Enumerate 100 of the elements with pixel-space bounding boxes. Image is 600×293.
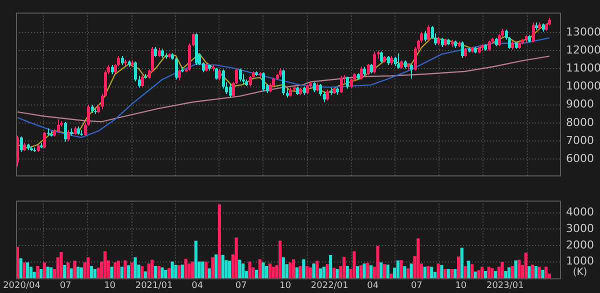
bar <box>531 264 534 278</box>
bar <box>446 269 450 278</box>
bar <box>73 260 76 278</box>
bar <box>386 264 390 278</box>
bar <box>329 255 332 278</box>
bar <box>494 271 498 278</box>
candlestick <box>370 64 373 74</box>
bar <box>316 260 319 278</box>
bar <box>184 258 188 278</box>
candlestick <box>249 75 252 86</box>
candlestick <box>158 47 161 58</box>
bar <box>160 267 164 278</box>
bar <box>366 262 370 278</box>
bar <box>90 266 94 278</box>
bar <box>403 266 406 278</box>
candlestick <box>218 68 221 81</box>
candlestick <box>313 82 316 93</box>
bar <box>63 264 66 278</box>
bar <box>154 266 158 278</box>
bar <box>268 263 272 278</box>
x-tick-label: 10 <box>455 280 467 291</box>
bar <box>190 262 194 278</box>
bar <box>26 262 30 278</box>
candlestick <box>326 88 329 101</box>
bar <box>464 266 467 278</box>
bar <box>352 251 356 278</box>
bar <box>400 260 403 278</box>
candlestick <box>390 56 393 66</box>
x-tick-label: 2022/01 <box>310 280 348 291</box>
bar <box>258 259 262 278</box>
bar <box>228 260 232 278</box>
bar <box>39 269 43 278</box>
bar <box>356 266 360 278</box>
bar <box>238 260 242 278</box>
bar <box>500 262 504 278</box>
bar <box>454 269 457 278</box>
x-tick-label: 10 <box>104 280 116 291</box>
candlestick <box>306 84 309 94</box>
bar <box>150 260 154 278</box>
bar <box>514 260 518 278</box>
bar <box>544 266 548 278</box>
candlestick <box>323 90 326 103</box>
bar <box>60 252 63 278</box>
candlestick <box>161 48 164 58</box>
bar <box>396 260 400 278</box>
bar <box>36 266 40 278</box>
candlestick <box>111 64 114 75</box>
y-tick-label: 13000 <box>566 25 600 38</box>
bar <box>103 251 107 278</box>
bar <box>416 238 420 278</box>
bar <box>490 268 494 278</box>
bar <box>208 268 211 278</box>
y-tick-label: 10000 <box>566 80 600 93</box>
candlestick <box>67 130 70 142</box>
bar <box>204 262 208 278</box>
bar <box>254 270 258 278</box>
bar <box>93 269 96 278</box>
bar <box>336 269 339 278</box>
bar <box>308 267 312 278</box>
candlestick <box>367 64 370 76</box>
x-tick-label: 2023/01 <box>486 280 524 291</box>
bar <box>116 260 120 278</box>
candlestick <box>394 56 397 66</box>
bar <box>178 265 181 278</box>
bar <box>376 246 380 278</box>
bar <box>234 238 238 278</box>
candlestick <box>319 84 322 96</box>
bar <box>174 264 178 278</box>
bar <box>518 260 521 278</box>
bar <box>484 271 487 278</box>
bar <box>214 254 218 278</box>
candlestick <box>192 32 195 47</box>
candlestick <box>387 56 390 66</box>
candlestick <box>20 136 23 152</box>
candlestick <box>121 56 124 66</box>
bar <box>42 262 46 278</box>
candlestick <box>424 30 427 42</box>
bar <box>436 263 440 278</box>
candlestick <box>511 40 514 50</box>
bar <box>80 267 83 278</box>
candlestick <box>178 69 181 81</box>
bar <box>194 240 198 278</box>
bar <box>188 263 191 278</box>
candlestick <box>229 82 232 98</box>
candlestick <box>360 66 363 80</box>
bar <box>248 262 252 278</box>
candlestick <box>488 40 491 52</box>
bar <box>147 263 150 278</box>
candlestick <box>427 24 430 42</box>
bar <box>278 240 282 278</box>
bar <box>164 270 168 278</box>
bar <box>444 269 447 278</box>
bar <box>298 266 302 278</box>
x-tick-label: 2020/04 <box>3 280 41 291</box>
candlestick <box>286 88 289 98</box>
y-tick-label: 3000 <box>566 222 594 236</box>
bar <box>265 266 268 278</box>
y-tick-label: 9000 <box>566 98 594 111</box>
bar <box>76 266 80 278</box>
candlestick <box>441 37 444 48</box>
